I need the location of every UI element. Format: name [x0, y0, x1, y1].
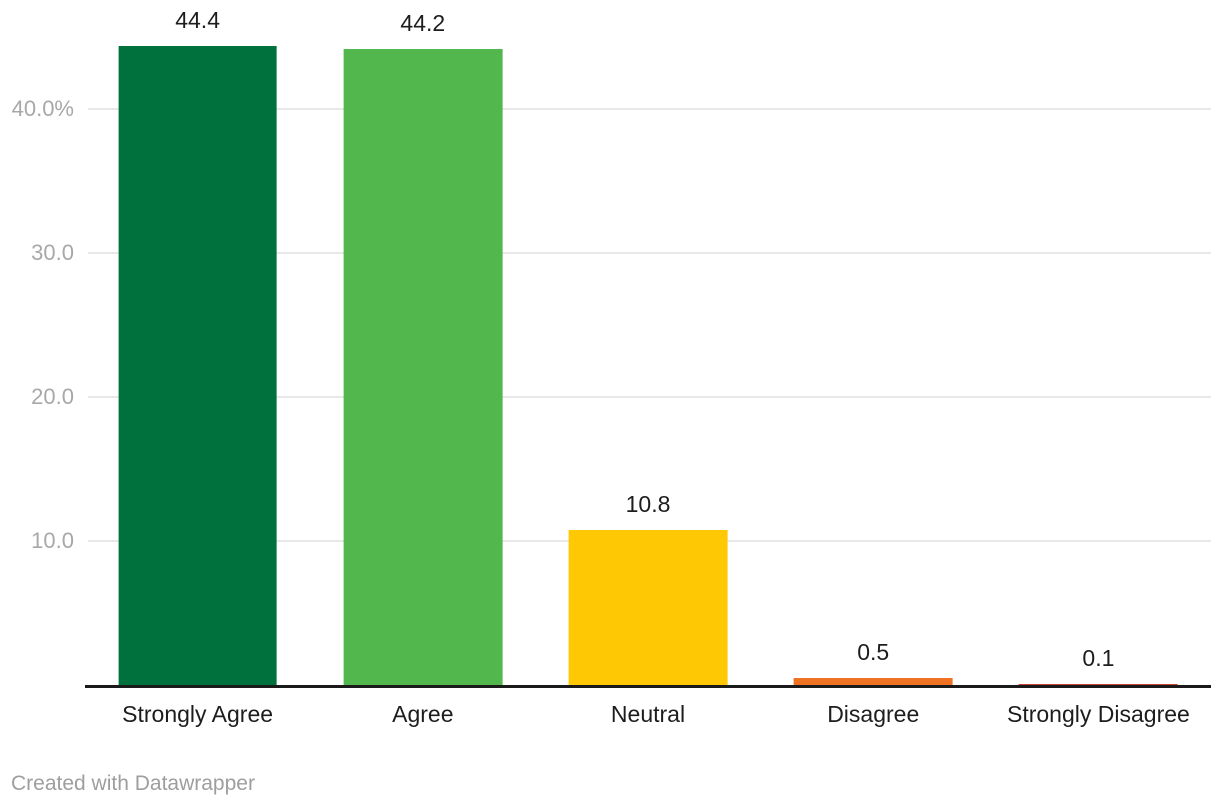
category-label: Neutral [610, 701, 686, 727]
category-label: Strongly Agree [122, 701, 274, 727]
x-axis-line [85, 685, 1211, 688]
bars-container: 44.4 44.2 10.8 0.5 0.1 [85, 0, 1211, 688]
y-tick-label: 20.0 [31, 384, 74, 410]
plot-area: 44.4 44.2 10.8 0.5 0.1 [85, 0, 1211, 688]
category-label: Disagree [827, 701, 920, 727]
y-tick-label: 30.0 [31, 240, 74, 266]
bar-value-label: 44.4 [175, 7, 220, 34]
y-tick-label: 40.0% [11, 96, 74, 122]
bar-value-label: 10.8 [625, 490, 671, 517]
bar-value-label: 0.1 [1082, 644, 1115, 671]
bar-slot: 44.4 [85, 0, 310, 688]
category-label: Strongly Disagree [1007, 701, 1190, 727]
bar-value-label: 0.5 [857, 638, 890, 665]
bar [343, 48, 503, 685]
datawrapper-credit: Created with Datawrapper [11, 772, 255, 795]
bar [118, 46, 277, 685]
bar [568, 529, 728, 685]
x-axis-category-labels: Strongly Agree Agree Neutral Disagree Strong… [85, 700, 1211, 728]
bar-value-label: 44.2 [400, 9, 446, 36]
gridline [88, 252, 1211, 255]
bar-slot: 0.5 [761, 0, 986, 688]
bar-slot: 0.1 [986, 0, 1211, 688]
gridline [88, 396, 1211, 399]
category-label: Agree [392, 701, 454, 727]
bar-slot: 10.8 [535, 0, 760, 688]
bar [1019, 683, 1178, 685]
bar [793, 677, 953, 685]
bar-slot: 44.2 [310, 0, 535, 688]
gridline [88, 108, 1211, 111]
y-tick-label: 10.0 [31, 528, 74, 554]
